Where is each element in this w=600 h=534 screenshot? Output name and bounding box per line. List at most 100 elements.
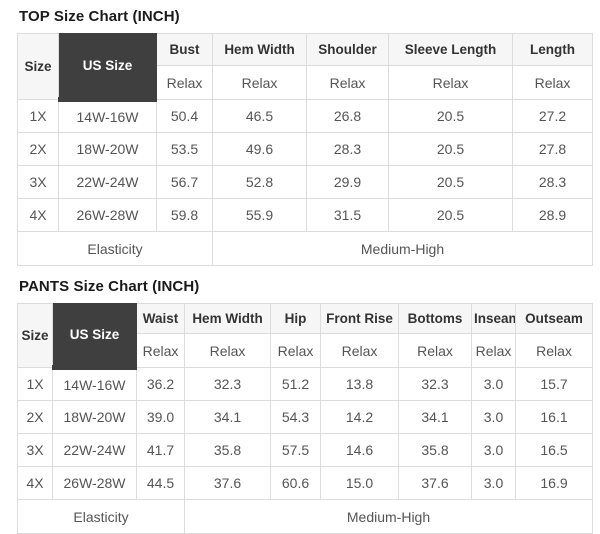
value-cell: 28.3 [306,132,389,166]
value-cell: 59.8 [156,198,213,232]
pants-chart-title: PANTS Size Chart (INCH) [19,278,200,295]
pants-header-front-rise: Front Rise [320,303,399,334]
value-cell: 54.3 [270,400,321,434]
value-cell: 35.8 [184,433,271,467]
pants-header-bottoms: Bottoms [398,303,472,334]
size-cell: 4X [17,466,53,500]
value-cell: 3.0 [471,433,516,467]
elasticity-value: Medium-High [184,499,593,534]
value-cell: 13.8 [320,367,399,401]
value-cell: 3.0 [471,367,516,401]
us-size-cell: 22W-24W [58,165,157,199]
pants-header-waist: Waist [136,303,185,334]
top-chart-title: TOP Size Chart (INCH) [19,8,180,25]
value-cell: 37.6 [398,466,472,500]
pants-fit-cell: Relax [398,333,472,368]
pants-fit-row: Relax Relax Relax Relax Relax Relax Rela… [18,333,593,368]
table-row: 3X 22W-24W 56.7 52.8 29.9 20.5 28.3 [17,165,593,199]
pants-fit-cell: Relax [320,333,399,368]
value-cell: 36.2 [136,367,185,401]
top-size-chart-table: Size US Size Bust Hem Width Shoulder Sle… [17,33,593,266]
value-cell: 29.9 [306,165,389,199]
top-header-shoulder: Shoulder [306,33,389,66]
top-fit-cell: Relax [306,65,389,100]
value-cell: 20.5 [388,165,513,199]
pants-header-hip: Hip [270,303,321,334]
top-fit-row: Relax Relax Relax Relax Relax [18,65,593,100]
pants-size-chart-table: Size US Size Waist Hem Width Hip Front R… [17,303,593,534]
us-size-cell: 26W-28W [52,466,137,500]
pants-header-outseam: Outseam [515,303,593,334]
top-header-bust: Bust [156,33,213,66]
value-cell: 60.6 [270,466,321,500]
value-cell: 34.1 [184,400,271,434]
us-size-cell: 18W-20W [58,132,157,166]
us-size-cell: 22W-24W [52,433,137,467]
value-cell: 26.8 [306,99,389,133]
top-header-sleeve-length: Sleeve Length [388,33,513,66]
value-cell: 46.5 [212,99,307,133]
value-cell: 28.9 [512,198,593,232]
value-cell: 20.5 [388,132,513,166]
us-size-cell: 14W-16W [58,99,157,133]
us-size-cell: 26W-28W [58,198,157,232]
elasticity-row: Elasticity Medium-High [17,231,593,266]
size-cell: 2X [17,400,53,434]
value-cell: 15.7 [515,367,593,401]
value-cell: 50.4 [156,99,213,133]
top-fit-cell: Relax [212,65,307,100]
top-fit-cell: Relax [156,65,213,100]
value-cell: 53.5 [156,132,213,166]
value-cell: 37.6 [184,466,271,500]
size-cell: 2X [17,132,59,166]
top-header-size: Size [17,33,59,100]
value-cell: 34.1 [398,400,472,434]
size-cell: 4X [17,198,59,232]
value-cell: 49.6 [212,132,307,166]
value-cell: 16.5 [515,433,593,467]
table-row: 3X 22W-24W 41.7 35.8 57.5 14.6 35.8 3.0 … [17,433,593,467]
top-header-length: Length [512,33,593,66]
value-cell: 28.3 [512,165,593,199]
pants-fit-cell: Relax [184,333,271,368]
value-cell: 16.1 [515,400,593,434]
pants-header-us-size: US Size [52,303,137,370]
value-cell: 27.2 [512,99,593,133]
size-cell: 1X [17,367,53,401]
value-cell: 57.5 [270,433,321,467]
value-cell: 52.8 [212,165,307,199]
us-size-cell: 14W-16W [52,367,137,401]
table-row: 1X 14W-16W 36.2 32.3 51.2 13.8 32.3 3.0 … [17,367,593,401]
table-row: 2X 18W-20W 53.5 49.6 28.3 20.5 27.8 [17,132,593,166]
top-fit-cell: Relax [388,65,513,100]
pants-fit-cell: Relax [471,333,516,368]
value-cell: 41.7 [136,433,185,467]
table-row: 2X 18W-20W 39.0 34.1 54.3 14.2 34.1 3.0 … [17,400,593,434]
table-row: 4X 26W-28W 59.8 55.9 31.5 20.5 28.9 [17,198,593,232]
top-fit-cell: Relax [512,65,593,100]
top-header-us-size: US Size [58,33,157,102]
value-cell: 14.2 [320,400,399,434]
elasticity-value: Medium-High [212,231,593,266]
value-cell: 20.5 [388,198,513,232]
value-cell: 20.5 [388,99,513,133]
value-cell: 15.0 [320,466,399,500]
value-cell: 32.3 [398,367,472,401]
value-cell: 3.0 [471,400,516,434]
top-header-hem-width: Hem Width [212,33,307,66]
value-cell: 31.5 [306,198,389,232]
value-cell: 16.9 [515,466,593,500]
value-cell: 51.2 [270,367,321,401]
pants-header-inseam: Inseam [471,303,516,334]
pants-header-size: Size [17,303,53,368]
size-cell: 3X [17,433,53,467]
value-cell: 32.3 [184,367,271,401]
pants-fit-cell: Relax [270,333,321,368]
value-cell: 44.5 [136,466,185,500]
table-row: 1X 14W-16W 50.4 46.5 26.8 20.5 27.2 [17,99,593,133]
size-cell: 1X [17,99,59,133]
value-cell: 27.8 [512,132,593,166]
value-cell: 3.0 [471,466,516,500]
table-row: 4X 26W-28W 44.5 37.6 60.6 15.0 37.6 3.0 … [17,466,593,500]
us-size-cell: 18W-20W [52,400,137,434]
